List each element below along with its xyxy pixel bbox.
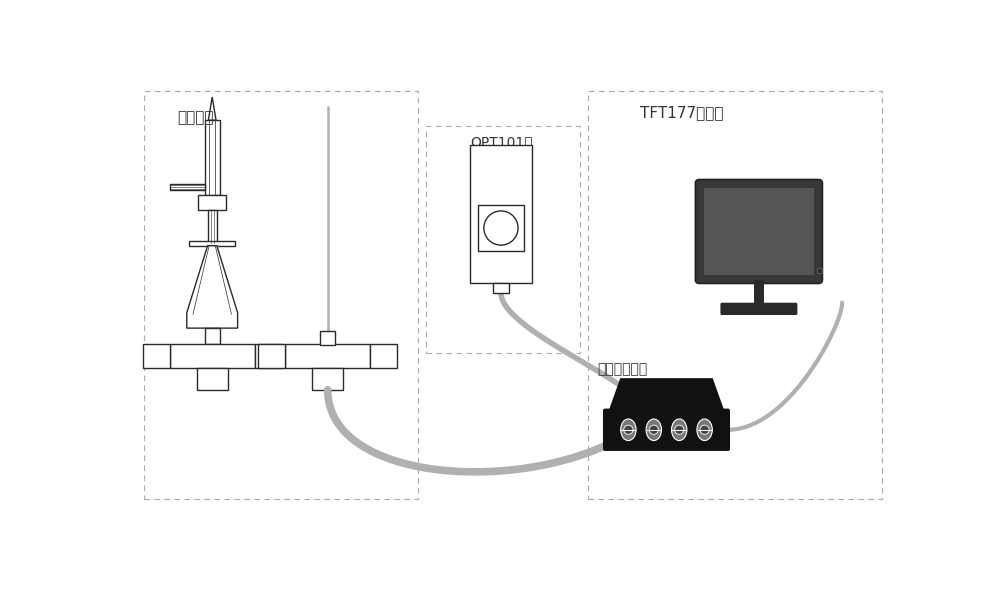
Bar [258,344,285,368]
Text: TFT177显示屏: TFT177显示屏 [640,105,723,120]
Bar [493,283,509,293]
Bar [470,145,532,283]
Ellipse shape [621,419,636,440]
Bar [754,280,764,304]
Bar [478,205,524,251]
Bar [588,91,882,499]
Bar [144,91,418,499]
FancyBboxPatch shape [720,303,797,315]
Bar [208,210,217,243]
Circle shape [700,425,709,434]
Circle shape [675,425,684,434]
FancyBboxPatch shape [695,179,822,283]
Bar [197,368,228,390]
Bar [170,184,205,190]
Bar [170,344,255,368]
Bar [817,268,822,274]
Bar [143,344,170,368]
Bar [426,126,580,353]
Bar [320,331,335,345]
Ellipse shape [672,419,687,440]
Circle shape [649,425,658,434]
Polygon shape [187,246,238,328]
Bar [285,344,370,368]
Bar [198,195,226,210]
Text: 穿刺模块: 穿刺模块 [178,111,214,126]
Bar [205,120,220,195]
Bar [255,344,282,368]
Text: OPT101外: OPT101外 [470,136,533,150]
Text: 部探测器: 部探测器 [470,151,504,165]
Bar [312,368,343,390]
Ellipse shape [646,419,661,440]
Circle shape [624,425,633,434]
Text: 数据处理模块: 数据处理模块 [597,362,647,376]
Polygon shape [609,378,724,411]
Polygon shape [208,97,216,120]
Bar [205,328,220,344]
Circle shape [484,211,518,245]
Bar [370,344,397,368]
Bar [704,188,814,275]
Bar [189,241,235,246]
FancyBboxPatch shape [603,408,730,451]
Ellipse shape [697,419,712,440]
